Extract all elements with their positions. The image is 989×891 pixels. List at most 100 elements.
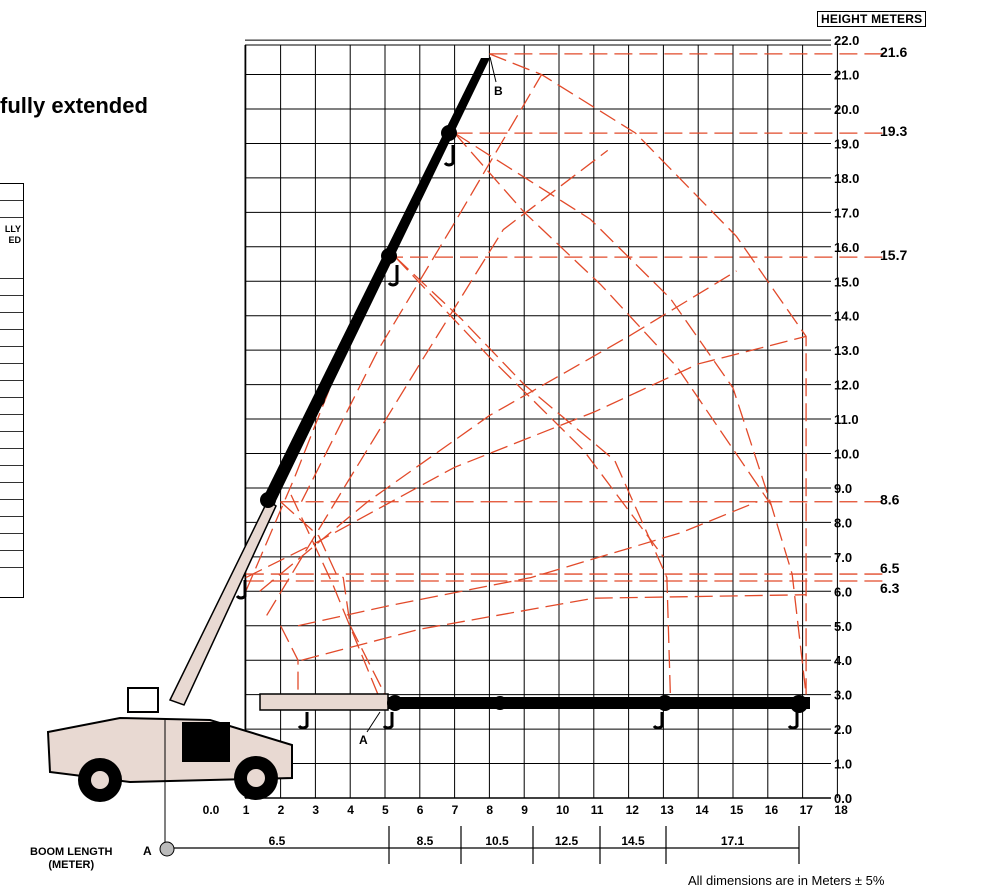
boom-joint — [387, 695, 403, 711]
x-tick-label: 4 — [347, 803, 354, 817]
boom-length-label: BOOM LENGTH (METER) — [30, 846, 113, 871]
x-tick-label: 1 — [243, 803, 250, 817]
boom-joint — [381, 248, 397, 264]
x-tick-label: 5 — [382, 803, 389, 817]
y-tick-label: 9.0 — [834, 481, 852, 496]
boom-length-value: 8.5 — [417, 834, 434, 848]
y-tick-label: 7.0 — [834, 550, 852, 565]
point-a-label: A — [143, 844, 152, 858]
envelope-curve — [297, 501, 758, 627]
envelope-curve — [394, 256, 672, 695]
boom-length-value: 10.5 — [485, 834, 509, 848]
working-envelope — [245, 53, 883, 695]
y-tick-label: 16.0 — [834, 240, 859, 255]
y-tick-label: 12.0 — [834, 378, 859, 393]
boom-length-value: 6.5 — [269, 834, 286, 848]
y-tick-label: 14.0 — [834, 309, 859, 324]
hook — [652, 712, 664, 730]
x-tick-label: 17 — [800, 803, 814, 817]
wheel — [91, 771, 109, 789]
height-value-label: 19.3 — [880, 123, 907, 139]
point-a-boom-label: A — [359, 733, 368, 747]
x-tick-label: 3 — [312, 803, 319, 817]
horizontal-boom-base — [259, 693, 389, 711]
y-tick-label: 11.0 — [834, 412, 859, 427]
envelope-curve — [290, 494, 379, 695]
counterweight — [127, 687, 159, 713]
y-tick-label: 18.0 — [834, 171, 859, 186]
load-table-fragment: LLY ED — [0, 183, 24, 598]
point-a-leader — [366, 711, 381, 733]
height-axis-label: HEIGHT METERS — [817, 11, 927, 27]
x-tick-label: 13 — [660, 803, 674, 817]
y-tick-label: 0.0 — [834, 791, 852, 806]
crane-drawing — [46, 58, 810, 802]
y-tick-label: 5.0 — [834, 619, 852, 634]
height-value-label: 6.3 — [880, 580, 900, 596]
horizontal-boom — [385, 697, 810, 709]
y-tick-label: 10.0 — [834, 447, 859, 462]
page-title: fully extended — [0, 93, 148, 118]
axis-labels: 0.0 1 2 3 4 5 6 7 8 9 10 11 12 13 14 15 16 17 180.01.02.03… — [143, 33, 907, 864]
y-tick-label: 21.0 — [834, 68, 859, 83]
x-tick-label: 2 — [278, 803, 285, 817]
boom-joint — [313, 394, 325, 406]
y-tick-label: 13.0 — [834, 343, 859, 358]
main-boom-upper — [262, 58, 490, 505]
boom-joint — [260, 492, 276, 508]
x-tick-label: 7 — [452, 803, 459, 817]
y-tick-label: 1.0 — [834, 757, 852, 772]
y-tick-label: 17.0 — [834, 205, 859, 220]
x-tick-label: 9 — [521, 803, 528, 817]
envelope-curve — [300, 74, 543, 503]
y-tick-label: 6.0 — [834, 584, 852, 599]
y-tick-label: 3.0 — [834, 688, 852, 703]
envelope-curve — [245, 253, 397, 592]
x-tick-label: 18 — [834, 803, 848, 817]
hook — [787, 712, 799, 730]
footnote: All dimensions are in Meters ± 5% — [688, 873, 885, 888]
main-boom-lower — [168, 498, 277, 706]
height-value-label: 6.5 — [880, 560, 900, 576]
y-tick-label: 2.0 — [834, 722, 852, 737]
point-a-marker — [159, 841, 175, 857]
point-b-label: B — [494, 84, 503, 98]
envelope-curve — [301, 594, 807, 661]
envelope-curve — [394, 256, 664, 558]
boom-length-value: 14.5 — [621, 834, 645, 848]
x-tick-label: 0.0 — [203, 803, 220, 817]
envelope-curve — [280, 501, 386, 695]
x-tick-label: 12 — [626, 803, 640, 817]
boom-joint — [441, 125, 457, 141]
point-b-leader — [489, 56, 497, 83]
x-tick-label: 10 — [556, 803, 570, 817]
height-value-label: 8.6 — [880, 492, 900, 508]
y-tick-label: 15.0 — [834, 274, 859, 289]
x-tick-label: 15 — [730, 803, 744, 817]
y-tick-label: 4.0 — [834, 653, 852, 668]
boom-length-value: 17.1 — [721, 834, 745, 848]
x-tick-label: 14 — [695, 803, 709, 817]
boom-joint — [790, 695, 808, 713]
height-value-label: 15.7 — [880, 247, 907, 263]
load-table-header: LLY ED — [4, 224, 21, 245]
y-tick-label: 20.0 — [834, 102, 859, 117]
envelope-curve — [489, 53, 807, 695]
hook — [235, 580, 247, 600]
envelope-curve — [454, 132, 772, 506]
y-tick-label: 19.0 — [834, 136, 859, 151]
envelope-curve — [266, 149, 609, 616]
boom-joint — [657, 695, 673, 711]
hook — [382, 712, 394, 730]
envelope-curve — [245, 335, 807, 579]
envelope-curve — [259, 270, 737, 592]
grid — [244, 39, 838, 799]
height-value-label: 21.6 — [880, 44, 907, 60]
envelope-curve — [280, 625, 299, 695]
wheel — [247, 769, 265, 787]
y-tick-label: 22.0 — [834, 33, 859, 48]
hook — [387, 265, 399, 287]
y-tick-label: 8.0 — [834, 515, 852, 530]
x-tick-label: 16 — [765, 803, 779, 817]
